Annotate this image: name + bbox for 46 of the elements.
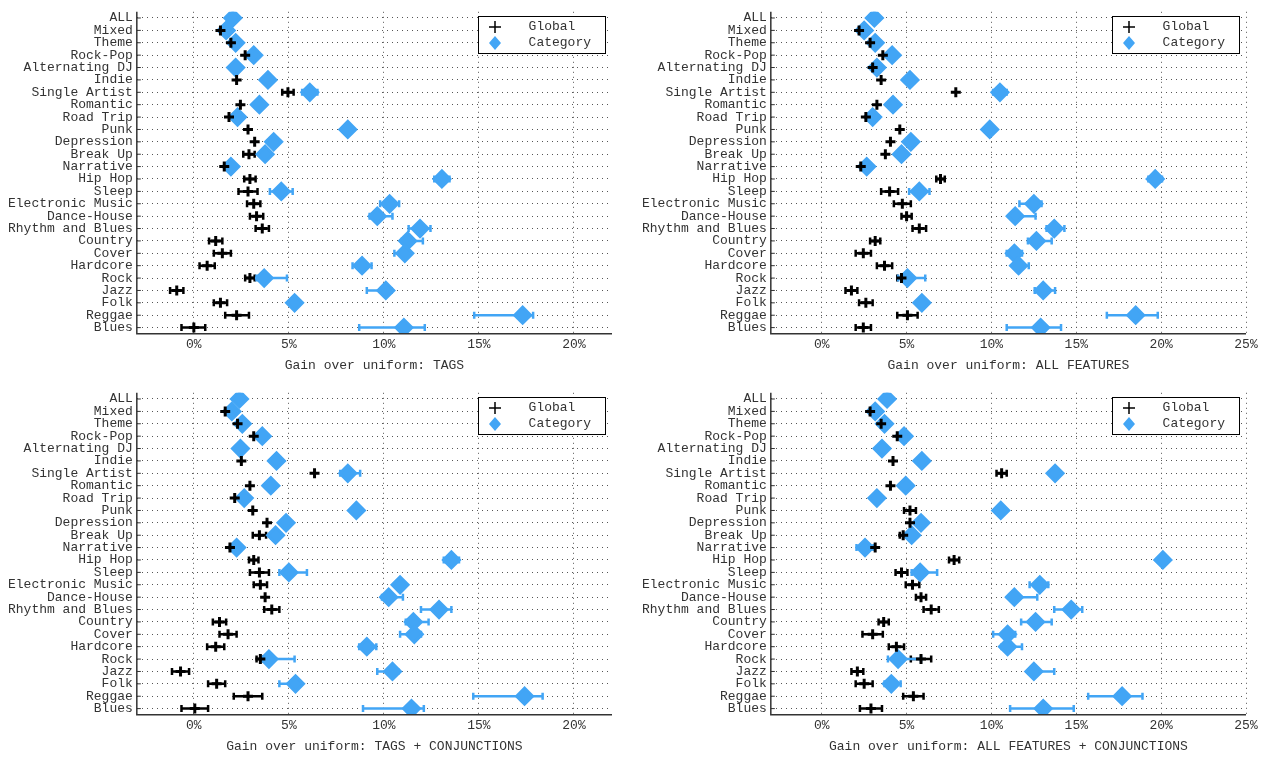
x-tick-label: 20% — [1149, 337, 1174, 353]
x-tick-label: 0% — [186, 718, 202, 734]
legend-label: Global — [528, 400, 576, 416]
y-tick-label: Hip Hop — [78, 171, 133, 187]
x-tick-label: 5% — [898, 337, 915, 353]
x-axis-title: Gain over uniform: ALL FEATURES — [887, 357, 1130, 373]
y-tick-label: Single Artist — [665, 84, 767, 100]
x-tick-label: 0% — [813, 337, 830, 353]
legend-label: Category — [528, 35, 591, 51]
x-tick-label: 10% — [979, 337, 1004, 353]
legend-label: Category — [1162, 35, 1225, 51]
x-tick-label: 25% — [1234, 337, 1258, 353]
x-tick-label: 15% — [1064, 718, 1089, 734]
y-tick-label: Depression — [688, 515, 767, 531]
x-tick-label: 5% — [281, 718, 297, 734]
legend-label: Category — [1162, 416, 1225, 432]
y-tick-label: Single Artist — [31, 465, 133, 481]
x-tick-label: 15% — [1064, 337, 1089, 353]
y-tick-label: Hip Hop — [712, 171, 767, 187]
x-tick-label: 10% — [372, 337, 396, 353]
x-tick-label: 5% — [898, 718, 915, 734]
y-tick-label: Hip Hop — [712, 552, 767, 568]
x-tick-label: 10% — [372, 718, 396, 734]
x-tick-label: 15% — [467, 337, 491, 353]
y-tick-label: Depression — [688, 134, 767, 150]
y-tick-label: Hip Hop — [78, 552, 133, 568]
x-tick-label: 25% — [1234, 718, 1258, 734]
x-tick-label: 5% — [281, 337, 297, 353]
y-tick-label: Depression — [54, 515, 133, 531]
x-tick-label: 0% — [186, 337, 202, 353]
legend-label: Global — [528, 19, 576, 35]
x-axis-title: Gain over uniform: ALL FEATURES + CONJUNCTIONS — [828, 738, 1189, 754]
x-tick-label: 20% — [1149, 718, 1174, 734]
legend-label: Global — [1162, 400, 1210, 416]
legend-label: Category — [528, 416, 591, 432]
y-tick-label: Single Artist — [665, 465, 767, 481]
x-tick-label: 10% — [979, 718, 1004, 734]
x-tick-label: 0% — [813, 718, 830, 734]
x-axis-title: Gain over uniform: TAGS + CONJUNCTIONS — [226, 738, 523, 754]
y-tick-label: Single Artist — [31, 84, 133, 100]
x-tick-label: 20% — [562, 337, 586, 353]
legend-label: Global — [1162, 19, 1210, 35]
x-tick-label: 20% — [562, 718, 586, 734]
x-axis-title: Gain over uniform: TAGS — [284, 357, 465, 373]
y-tick-label: Depression — [54, 134, 133, 150]
x-tick-label: 15% — [467, 718, 491, 734]
